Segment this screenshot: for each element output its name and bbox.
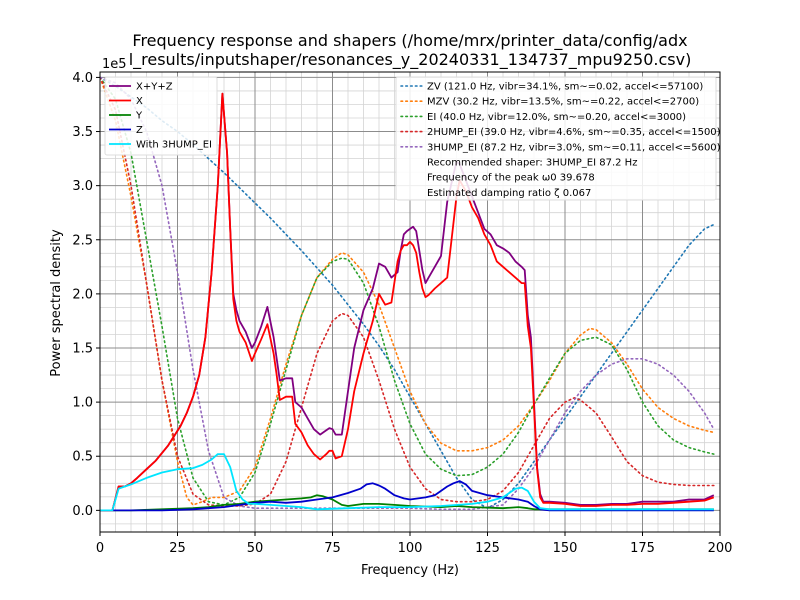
chart-title-line1: Frequency response and shapers (/home/mr… xyxy=(132,31,687,51)
legend-label-x-y-z: X+Y+Z xyxy=(136,82,173,93)
shaper-line-mzv-30-2-hz-vibr-13-5-sm-0-22-accel-2700 xyxy=(100,76,715,506)
x-axis-label: Frequency (Hz) xyxy=(361,563,459,578)
legend-info-line: Estimated damping ratio ζ 0.067 xyxy=(427,188,591,199)
x-tick-label: 200 xyxy=(708,541,733,556)
legend-shapers-box xyxy=(395,76,717,201)
y-tick-label: 3.5 xyxy=(72,125,93,140)
legend-series-box xyxy=(104,76,218,156)
series-line-x xyxy=(100,92,715,512)
shaper-line-2hump-ei-39-0-hz-vibr-4-6-sm-0-35-accel-1500 xyxy=(100,76,715,507)
y-tick-label: 1.5 xyxy=(72,342,93,357)
legend-label-mzv: MZV (30.2 Hz, vibr=13.5%, sm~=0.22, acce… xyxy=(427,97,699,108)
y-tick-label: 1.0 xyxy=(72,396,93,411)
y-tick-label: 3.0 xyxy=(72,179,93,194)
legend-label-z: Z xyxy=(136,125,143,136)
shaper-line-3hump-ei-87-2-hz-vibr-3-0-sm-0-11-accel-5600 xyxy=(100,76,715,511)
x-tick-label: 25 xyxy=(169,541,186,556)
y-axis-label: Power spectral density xyxy=(49,229,64,377)
x-tick-label: 0 xyxy=(96,541,104,556)
legend-label-with-3hump-ei: With 3HUMP_EI xyxy=(136,140,212,151)
x-tick-label: 125 xyxy=(475,541,500,556)
legend-label-ei: EI (40.0 Hz, vibr=12.0%, sm~=0.20, accel… xyxy=(427,112,686,123)
series-line-y xyxy=(100,494,714,512)
series-line-with-3hump-ei xyxy=(100,453,714,512)
y-tick-label: 0.5 xyxy=(72,450,93,465)
x-tick-label: 175 xyxy=(630,541,655,556)
chart-title-line2: l_results/inputshaper/resonances_y_20240… xyxy=(129,50,692,70)
legend-label-2hump-ei: 2HUMP_EI (39.0 Hz, vibr=4.6%, sm~=0.35, … xyxy=(427,127,721,138)
x-tick-label: 150 xyxy=(553,541,578,556)
axis-ticks: 0 25 50 75 100 125 150 175 200 0.0 0.5 1.0 1.5 2.0 2.5… xyxy=(72,71,732,556)
shaper-line-ei-40-0-hz-vibr-12-0-sm-0-20-accel-3000 xyxy=(100,76,715,506)
y-tick-label: 2.0 xyxy=(72,287,93,302)
legend-info-line: Recommended shaper: 3HUMP_EI 87.2 Hz xyxy=(427,158,637,169)
x-tick-label: 100 xyxy=(398,541,423,556)
legend-label-3hump-ei: 3HUMP_EI (87.2 Hz, vibr=3.0%, sm~=0.11, … xyxy=(427,142,721,153)
y-tick-label: 4.0 xyxy=(72,71,93,86)
x-tick-label: 50 xyxy=(247,541,264,556)
legend-info-line: Frequency of the peak ω0 39.678 xyxy=(427,173,595,184)
legend-series: X+Y+Z XYZ With 3HUMP_EI xyxy=(104,76,218,156)
y-offset-text: 1e5 xyxy=(102,57,127,72)
y-tick-label: 2.5 xyxy=(72,233,93,248)
legend-label-zv: ZV (121.0 Hz, vibr=34.1%, sm~=0.02, acce… xyxy=(427,82,703,93)
legend-shapers: ZV (121.0 Hz, vibr=34.1%, sm~=0.02, acce… xyxy=(395,76,721,201)
legend-label-x: X xyxy=(136,96,143,107)
y-tick-label: 0.0 xyxy=(72,504,93,519)
x-tick-label: 75 xyxy=(324,541,341,556)
legend-label-y: Y xyxy=(135,111,143,122)
